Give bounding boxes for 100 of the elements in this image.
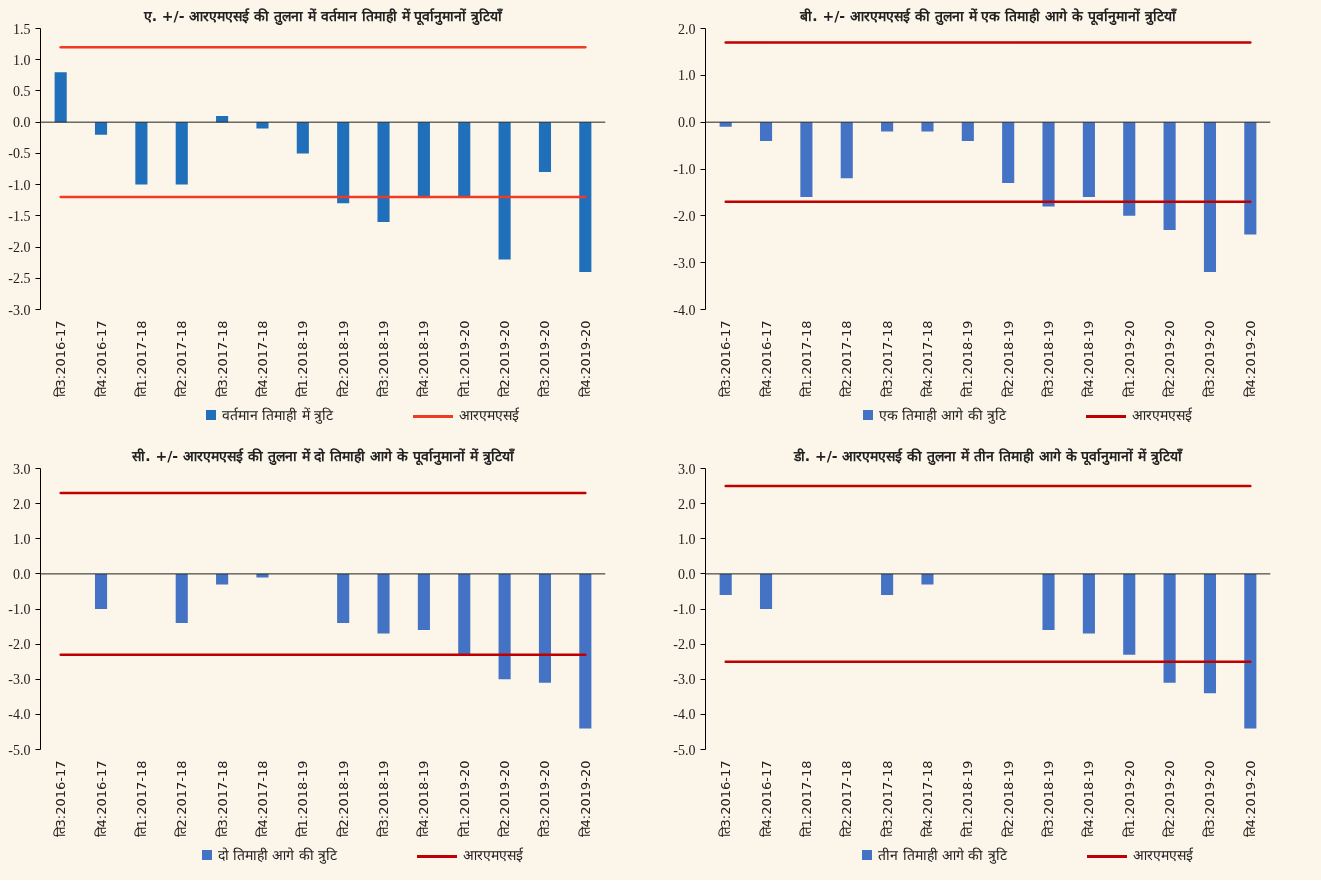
chart-title: बी. +/- आरएमएसई की तुलना में एक तिमाही आगे के पूर्वानुमानों त्रुटियाँ [799, 7, 1177, 26]
x-tick-label: ति3:2018-19 [376, 320, 392, 398]
y-tick-label: -3.0 [8, 672, 31, 688]
y-tick-label: 3.0 [678, 461, 696, 477]
legend-label: एक तिमाही आगे की त्रुटि [877, 407, 1007, 423]
x-tick-label: ति4:2019-20 [1242, 320, 1258, 398]
y-tick-label: -0.5 [8, 146, 31, 162]
x-tick-label: ति1:2018-19 [295, 760, 311, 838]
x-tick-label: ति4:2017-18 [254, 320, 270, 398]
y-tick-label: -4.0 [673, 707, 696, 723]
x-tick-label: ति2:2018-19 [1000, 760, 1016, 838]
y-tick-label: 0.0 [13, 115, 31, 131]
x-tick-label: ति1:2018-19 [960, 760, 976, 838]
bar [94, 122, 108, 135]
x-tick-label: ति4:2017-18 [919, 320, 935, 398]
y-tick-label: -4.0 [673, 302, 696, 318]
legend-label: आरएमएसई [1131, 407, 1193, 423]
bar [175, 122, 188, 185]
bar [458, 122, 471, 198]
y-tick-label: 1.0 [13, 531, 31, 547]
x-tick-label: ति1:2017-18 [133, 760, 149, 838]
y-tick-label: -1.5 [8, 208, 31, 224]
y-tick-label: -1.0 [8, 177, 31, 193]
y-tick-label: -5.0 [8, 742, 31, 758]
x-tick-label: ति3:2017-18 [879, 320, 895, 398]
x-tick-label: ति1:2017-18 [798, 320, 814, 398]
chart-title: ए. +/- आरएमएसई की तुलना में वर्तमान तिमाही में पूर्वानुमानों त्रुटियाँ [142, 7, 504, 26]
legend-label: वर्तमान तिमाही में त्रुटि [220, 407, 334, 423]
bar [538, 122, 552, 173]
x-tick-label: ति2:2017-18 [174, 760, 190, 838]
y-tick-label: 1.5 [13, 21, 31, 37]
y-tick-label: -1.0 [8, 602, 31, 617]
x-tick-label: ति4:2019-20 [577, 760, 593, 838]
legend-label: आरएमएसई [458, 407, 520, 423]
x-tick-label: ति3:2018-19 [1041, 320, 1057, 398]
bar [296, 122, 309, 154]
x-tick-label: ति4:2019-20 [1242, 760, 1258, 838]
x-tick-label: ति2:2018-19 [1000, 320, 1016, 398]
x-tick-label: ति2:2019-20 [497, 320, 513, 398]
y-tick-label: 1.0 [678, 531, 696, 547]
y-tick-label: 0.0 [13, 566, 31, 582]
y-tick-label: 0.0 [678, 566, 696, 582]
x-tick-label: ति2:2018-19 [335, 320, 351, 398]
x-tick-label: ति4:2016-17 [93, 760, 109, 838]
y-tick-label: -3.0 [673, 672, 696, 688]
x-tick-label: ति1:2018-19 [295, 320, 311, 398]
y-tick-label: -2.5 [8, 271, 31, 287]
y-tick-label: -5.0 [673, 742, 696, 758]
bar [54, 72, 67, 123]
x-tick-label: ति2:2019-20 [1162, 760, 1178, 838]
x-tick-label: ति2:2019-20 [497, 760, 513, 838]
y-tick-label: 0.5 [13, 83, 31, 99]
y-tick-label: 2.0 [13, 496, 31, 512]
bar [216, 115, 229, 123]
x-tick-label: ति2:2017-18 [174, 320, 190, 398]
y-tick-label: -2.0 [673, 208, 696, 224]
x-tick-label: ति1:2019-20 [456, 320, 472, 398]
x-tick-label: ति3:2019-20 [1202, 320, 1218, 398]
legend-label: दो तिमाही आगे की त्रुटि [216, 847, 338, 863]
x-tick-label: ति1:2019-20 [456, 760, 472, 838]
x-tick-label: ति2:2017-18 [839, 760, 855, 838]
x-tick-label: ति4:2018-19 [416, 320, 432, 398]
x-tick-label: ति3:2018-19 [1041, 760, 1057, 838]
x-tick-label: ति3:2019-20 [1202, 760, 1218, 838]
y-tick-label: -2.0 [8, 240, 31, 256]
x-tick-label: ति4:2016-17 [758, 320, 774, 398]
bar [417, 122, 430, 198]
y-tick-label: -4.0 [8, 707, 31, 723]
x-tick-label: ति4:2016-17 [758, 760, 774, 838]
bar [579, 122, 592, 273]
x-tick-label: ति4:2019-20 [577, 320, 593, 398]
y-tick-label: 0.0 [678, 115, 696, 131]
bar [135, 122, 148, 185]
y-tick-label: 2.0 [678, 496, 696, 512]
y-tick-label: -3.0 [8, 302, 31, 318]
x-tick-label: ति3:2017-18 [214, 320, 230, 398]
y-tick-label: -1.0 [673, 602, 696, 617]
x-tick-label: ति1:2017-18 [133, 320, 149, 398]
y-tick-label: 1.0 [678, 68, 696, 84]
x-tick-label: ति4:2016-17 [93, 320, 109, 398]
x-tick-label: ति3:2017-18 [879, 760, 895, 838]
x-tick-label: ति1:2019-20 [1121, 760, 1137, 838]
bar [377, 122, 390, 223]
y-tick-label: 2.0 [678, 21, 696, 37]
legend-label: तीन तिमाही आगे की त्रुटि [877, 847, 1007, 863]
x-tick-label: ति3:2019-20 [537, 320, 553, 398]
x-tick-label: ति3:2017-18 [214, 760, 230, 838]
chart-title: डी. +/- आरएमएसई की तुलना में तीन तिमाही आगे के पूर्वानुमानों में त्रुटियाँ [792, 447, 1184, 466]
x-tick-label: ति2:2017-18 [839, 320, 855, 398]
y-tick-label: 3.0 [13, 461, 31, 477]
x-tick-label: ति3:2018-19 [376, 760, 392, 838]
legend-label: आरएमएसई [462, 847, 524, 863]
x-tick-label: ति2:2019-20 [1162, 320, 1178, 398]
x-tick-label: ति3:2016-17 [53, 760, 69, 838]
x-tick-label: ति3:2019-20 [537, 760, 553, 838]
x-tick-label: ति4:2017-18 [919, 760, 935, 838]
x-tick-label: ति3:2016-17 [718, 760, 734, 838]
x-tick-label: ति3:2016-17 [718, 320, 734, 398]
y-tick-label: -1.0 [673, 162, 696, 177]
y-tick-label: 1.0 [13, 52, 31, 68]
